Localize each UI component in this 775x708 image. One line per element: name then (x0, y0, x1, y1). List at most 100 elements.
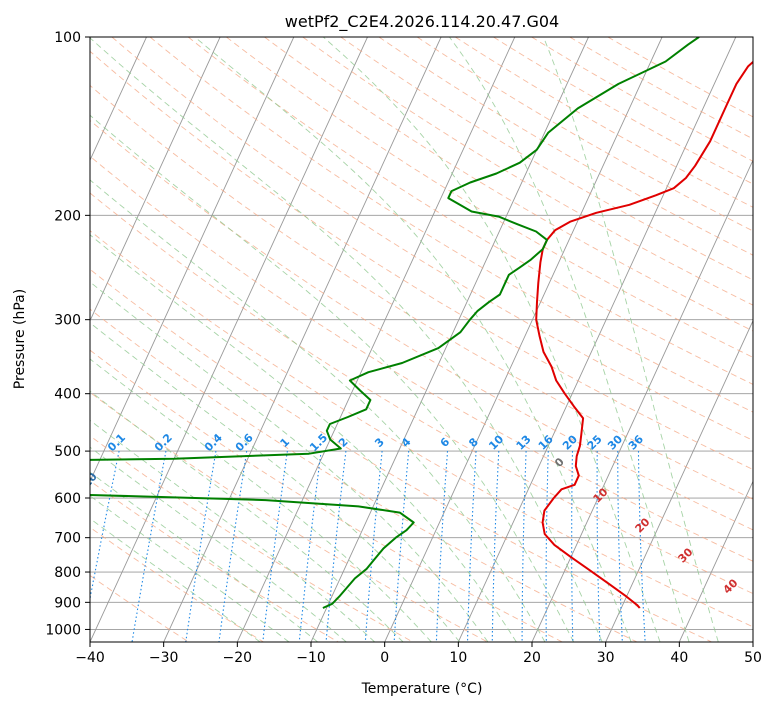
mixing-ratio-line (466, 451, 477, 642)
dry-adiabat-line (90, 526, 264, 642)
moist-adiabat-line (90, 322, 461, 642)
x-tick-label: −10 (296, 650, 326, 666)
x-tick-label: 20 (523, 650, 541, 666)
mixing-ratio-label: 0.4 (202, 431, 225, 454)
dry-adiabat-line (90, 574, 190, 642)
mixing-ratio-line (491, 451, 500, 642)
mixing-ratio-label: 4 (399, 435, 414, 450)
moist-adiabat-line (90, 495, 290, 642)
axes: −40 −30 −20 −10 0 10 20 30 40 5010020030040050060… (45, 30, 762, 666)
y-tick-label: 400 (54, 387, 81, 403)
isotherm-gridline (678, 480, 753, 642)
dry-adiabat-line (90, 349, 563, 642)
mixing-ratio-line (435, 451, 449, 642)
mixing-ratio-line (325, 451, 347, 642)
x-tick-label: 10 (449, 650, 467, 666)
dry-adiabat-line (90, 480, 339, 642)
plot-frame (89, 36, 754, 643)
moist-adiabat-line (90, 179, 546, 642)
y-tick-label: 200 (54, 208, 81, 224)
dry-adiabat-line (90, 119, 753, 531)
grid-lines (0, 37, 753, 642)
dry-adiabat-line (226, 37, 753, 358)
dry-adiabat-line (90, 230, 753, 628)
y-tick-label: 500 (54, 444, 81, 460)
dry-adiabat-line (340, 37, 753, 281)
moist-adiabat-line (543, 37, 719, 642)
mixing-ratio-line (131, 451, 167, 642)
dry-adiabat-line (90, 155, 753, 562)
isotherm-gridline (0, 37, 73, 642)
moist-adiabat-line (90, 114, 575, 642)
dry-adiabat-line (90, 268, 712, 642)
x-tick-label: −30 (149, 650, 179, 666)
y-tick-label: 300 (54, 313, 81, 329)
dry-adiabat-line (90, 391, 488, 642)
isotherm-gridline (531, 159, 753, 642)
mixing-ratio-line (596, 451, 601, 642)
y-tick-label: 700 (54, 531, 81, 547)
x-tick-label: −20 (223, 650, 253, 666)
x-tick-label: 40 (670, 650, 688, 666)
moist-adiabat-line (90, 281, 489, 642)
dry-adiabat-line (531, 37, 753, 162)
moist-adiabat-line (90, 358, 432, 642)
mixing-ratio-line (393, 451, 410, 642)
mixing-ratio-label: 1 (278, 435, 293, 450)
dry-adiabat-line (149, 37, 753, 413)
moist-adiabat-line (323, 37, 661, 642)
mixing-ratio-line (521, 451, 527, 642)
mixing-ratio-line (90, 450, 120, 602)
y-tick-label: 1000 (45, 622, 81, 638)
sounding-traces (90, 37, 753, 609)
moist-adiabat-label: 20 (633, 515, 653, 535)
dry-adiabat-line (111, 37, 753, 441)
mixing-ratio-label: 3 (372, 435, 387, 450)
isotherm-gridline (752, 640, 753, 642)
dry-adiabat-line (493, 37, 753, 185)
moist-adiabat-line (90, 390, 404, 642)
dry-adiabat-line (90, 192, 753, 595)
moist-adiabat-line (449, 37, 690, 642)
mixing-ratio-label: 6 (438, 435, 453, 450)
moist-adiabat-line (90, 446, 347, 642)
x-tick-label: 30 (597, 650, 615, 666)
mixing-ratio-line (545, 451, 549, 642)
y-tick-label: 100 (54, 30, 81, 46)
x-tick-label: 0 (380, 650, 389, 666)
dry-adiabat-label: -10 (77, 470, 100, 494)
y-tick-label: 800 (54, 565, 81, 581)
temperature-trace (535, 60, 753, 609)
mixing-ratio-label: 2 (336, 435, 351, 450)
dry-adiabat-line (264, 37, 753, 332)
dry-adiabat-line (90, 435, 414, 642)
isotherm-gridline (90, 37, 221, 322)
moist-adiabat-label: 30 (676, 545, 696, 565)
dry-adiabat-line (455, 37, 753, 208)
mixing-ratio-line (218, 451, 248, 642)
mixing-ratio-label: 30 (605, 432, 625, 452)
isotherm-gridline (163, 37, 442, 642)
isotherm-gridline (236, 37, 516, 642)
dry-adiabat-line (302, 37, 753, 306)
moist-adiabat-line (90, 37, 603, 642)
isotherm-gridline (457, 37, 737, 642)
moist-adiabat-line (194, 37, 632, 642)
mixing-ratio-line (637, 451, 646, 642)
mixing-ratio-line (262, 451, 288, 642)
isotherm-gridline (90, 37, 368, 642)
dewpoint-trace (90, 37, 700, 609)
moist-adiabat-line (90, 234, 517, 642)
x-tick-label: −40 (75, 650, 105, 666)
mixing-ratio-label: 10 (486, 432, 506, 452)
mixing-ratio-label: 0.2 (152, 431, 175, 454)
moist-adiabat-line (90, 471, 318, 642)
mixing-ratio-line (571, 451, 574, 642)
chart-title: wetPf2_C2E4.2026.114.20.47.G04 (285, 12, 559, 32)
dry-adiabat-line (187, 37, 753, 385)
plot-layers: 0.10.20.40.611.52346810131620253036-100-… (0, 37, 753, 642)
x-axis-label: Temperature (°C) (361, 681, 483, 697)
y-tick-label: 600 (54, 491, 81, 507)
dry-adiabat-line (416, 37, 753, 232)
